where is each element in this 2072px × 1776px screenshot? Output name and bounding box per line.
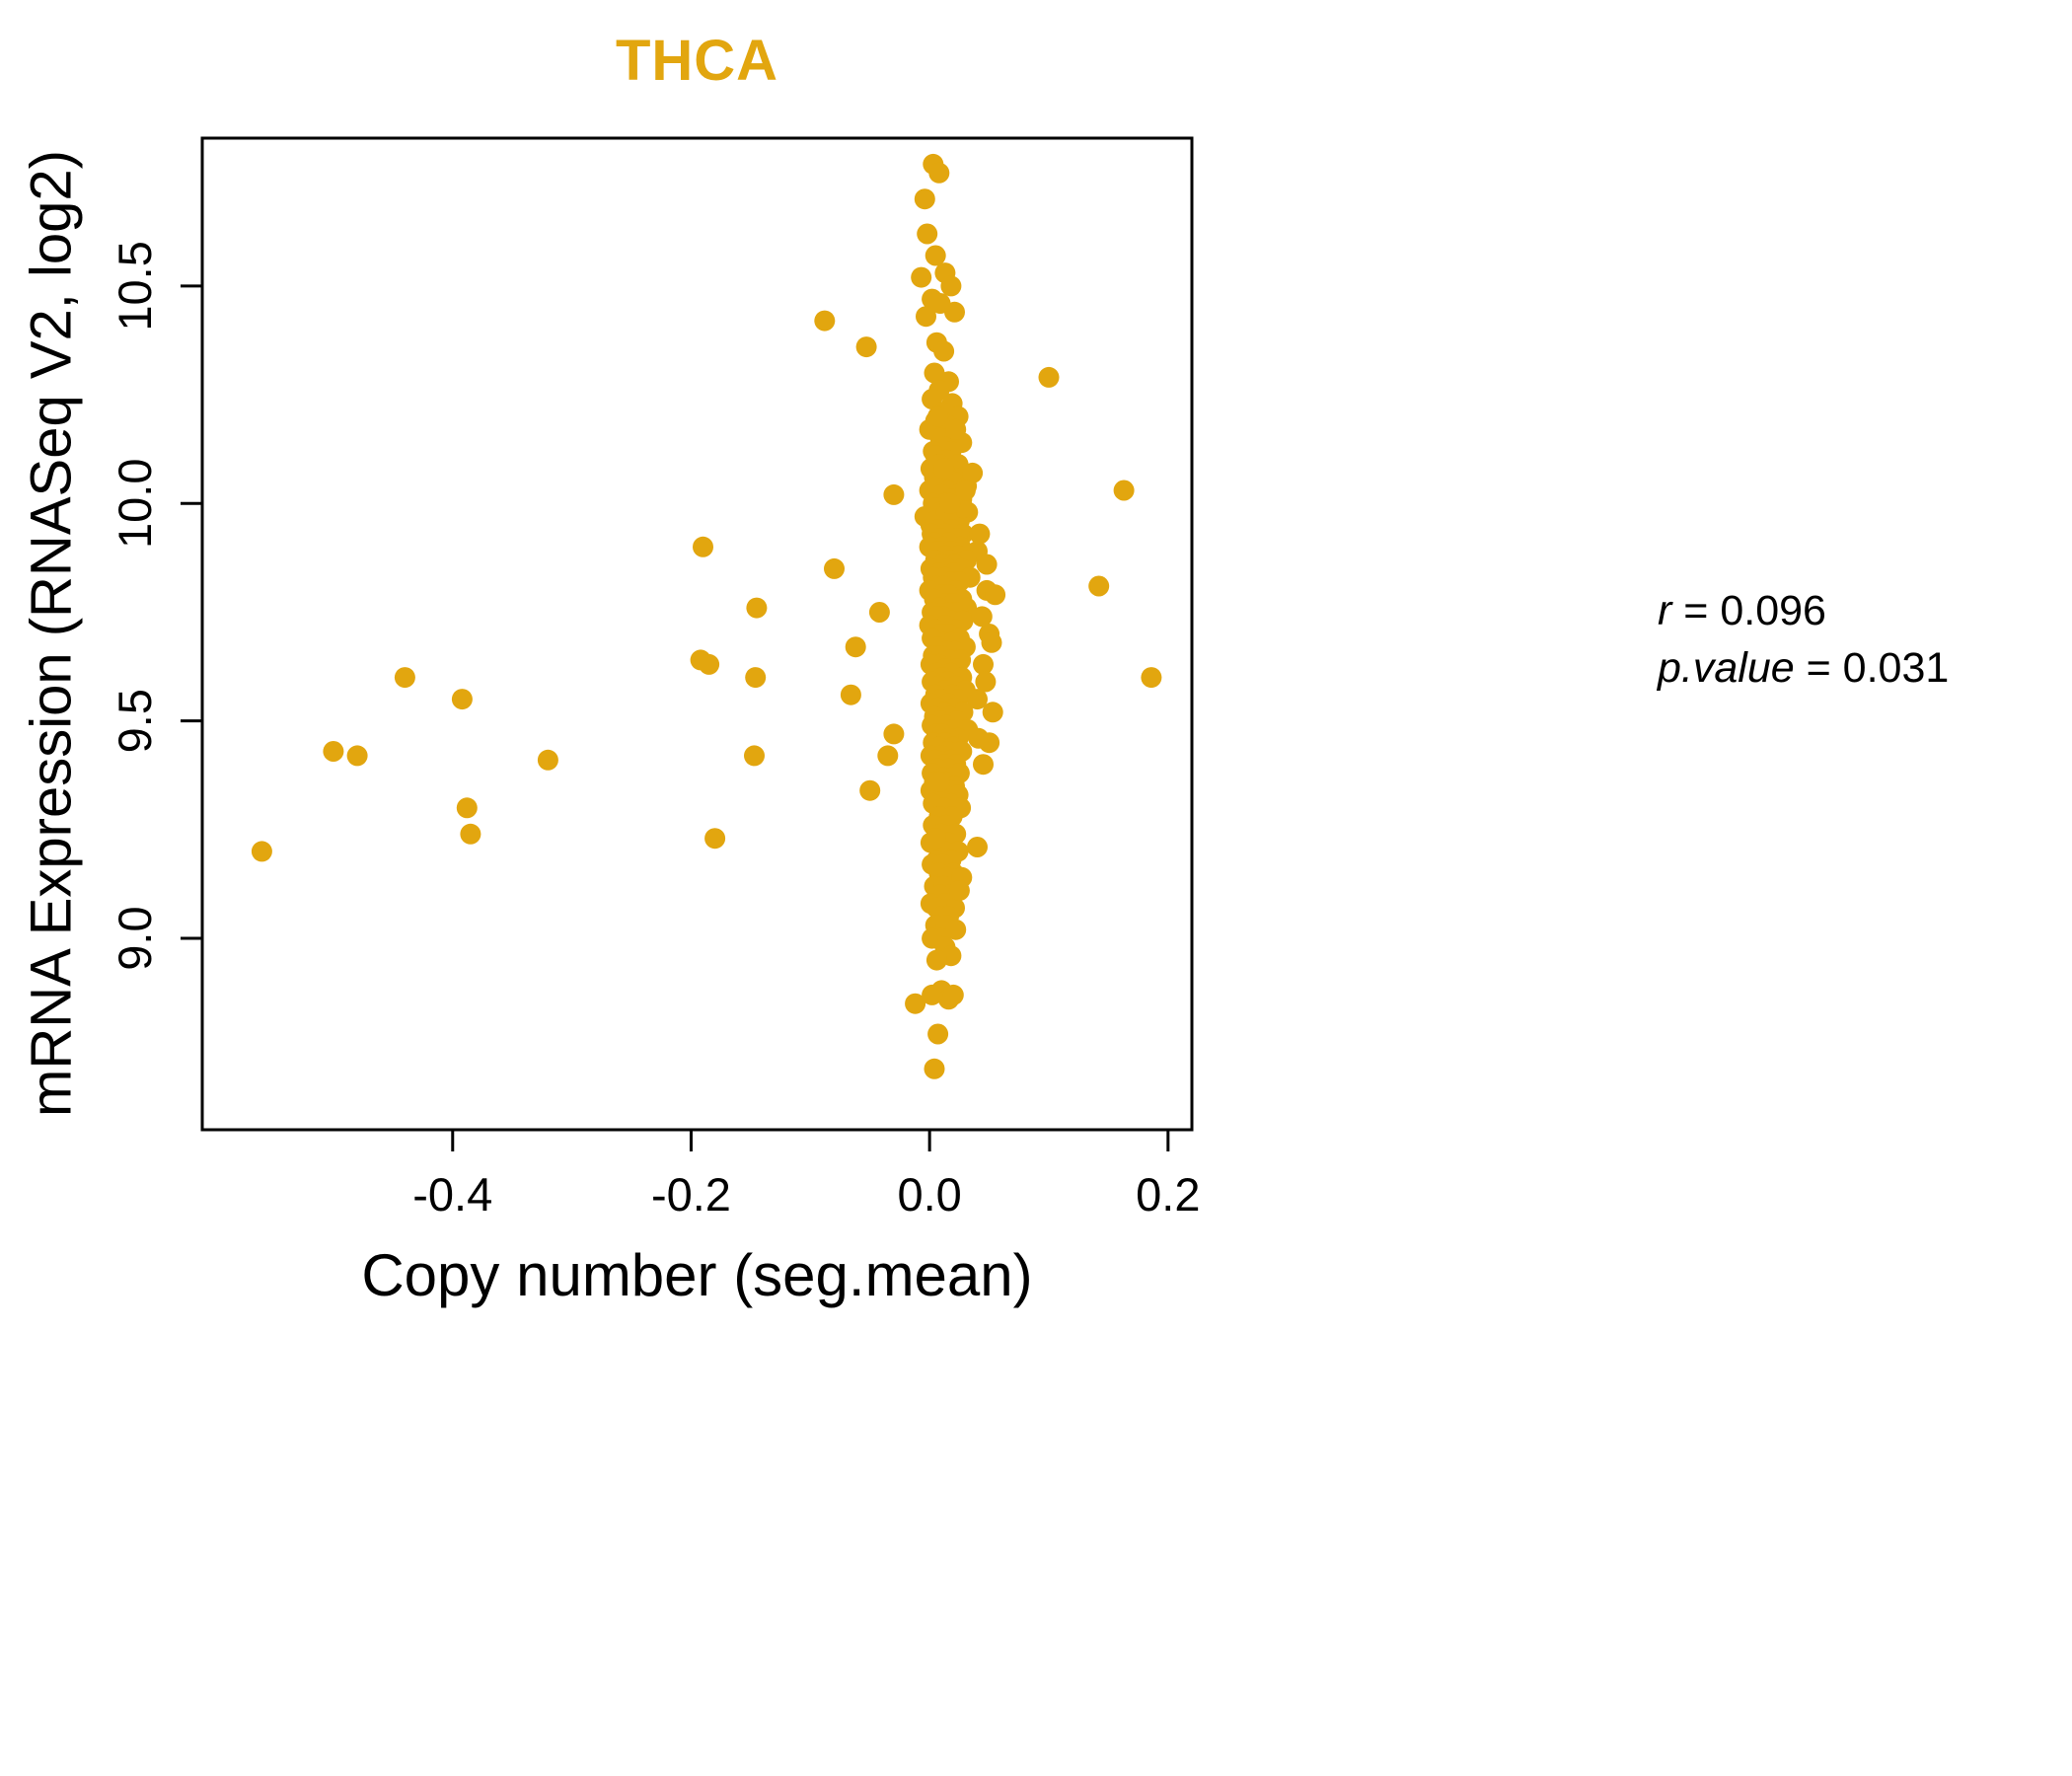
data-point bbox=[971, 606, 993, 628]
data-point bbox=[945, 919, 967, 940]
x-tick-label: -0.4 bbox=[412, 1168, 492, 1221]
y-tick-label: 9.5 bbox=[109, 689, 161, 753]
data-point bbox=[962, 462, 984, 483]
data-point bbox=[845, 636, 866, 658]
data-point bbox=[982, 702, 1003, 723]
data-point bbox=[969, 523, 991, 545]
correlation-annotation: r = 0.096 p.value = 0.031 bbox=[1658, 582, 1949, 697]
data-point bbox=[927, 1023, 949, 1045]
data-point bbox=[948, 880, 970, 902]
x-tick-label: 0.2 bbox=[1136, 1168, 1200, 1221]
data-point bbox=[973, 653, 994, 675]
data-point bbox=[928, 162, 950, 184]
data-point bbox=[914, 188, 935, 210]
data-point bbox=[1088, 575, 1110, 597]
data-point bbox=[744, 745, 765, 767]
p-value: = 0.031 bbox=[1794, 644, 1950, 692]
data-point bbox=[925, 828, 946, 850]
data-point bbox=[911, 266, 932, 288]
data-point bbox=[346, 745, 368, 767]
data-point bbox=[1038, 366, 1060, 388]
data-point bbox=[928, 771, 950, 792]
data-point bbox=[929, 293, 951, 314]
data-point bbox=[927, 406, 949, 427]
data-point bbox=[967, 837, 988, 857]
data-point bbox=[985, 584, 1006, 606]
data-point bbox=[924, 1058, 945, 1079]
plot-box bbox=[200, 136, 1194, 1132]
r-variable: r bbox=[1658, 587, 1672, 634]
data-point bbox=[460, 823, 481, 845]
data-point bbox=[916, 306, 936, 328]
data-point bbox=[537, 749, 558, 771]
data-point bbox=[456, 797, 478, 819]
data-point bbox=[451, 689, 473, 710]
data-point bbox=[859, 779, 881, 801]
data-point bbox=[1141, 667, 1162, 689]
data-point bbox=[883, 483, 905, 505]
x-axis-label: Copy number (seg.mean) bbox=[361, 1242, 1033, 1308]
data-point bbox=[394, 667, 415, 689]
data-point bbox=[973, 754, 994, 776]
data-point bbox=[693, 536, 713, 557]
data-point bbox=[939, 492, 961, 514]
data-point bbox=[840, 684, 861, 705]
data-point bbox=[883, 723, 905, 745]
data-point bbox=[975, 671, 997, 693]
data-point bbox=[925, 949, 947, 971]
data-point bbox=[925, 245, 946, 266]
r-value-line: r = 0.096 bbox=[1658, 582, 1949, 639]
p-value-line: p.value = 0.031 bbox=[1658, 639, 1949, 697]
data-point bbox=[976, 554, 998, 575]
data-point bbox=[954, 480, 976, 501]
data-point bbox=[745, 667, 767, 689]
data-point bbox=[945, 418, 967, 440]
data-point bbox=[877, 745, 899, 767]
r-value: = 0.096 bbox=[1671, 587, 1826, 634]
data-point bbox=[968, 727, 990, 749]
data-point bbox=[868, 602, 890, 623]
y-tick-label: 10.0 bbox=[109, 459, 161, 549]
data-point bbox=[917, 223, 938, 245]
data-point bbox=[940, 275, 962, 297]
data-point bbox=[814, 310, 836, 332]
data-point bbox=[824, 557, 845, 579]
data-point bbox=[704, 828, 726, 850]
data-point bbox=[905, 993, 926, 1014]
x-tick-label: -0.2 bbox=[651, 1168, 731, 1221]
x-tick-label: 0.0 bbox=[897, 1168, 961, 1221]
data-point bbox=[855, 336, 877, 358]
data-point bbox=[967, 689, 988, 710]
plot-title: THCA bbox=[615, 29, 779, 93]
data-point bbox=[981, 631, 1002, 653]
data-point bbox=[746, 597, 768, 619]
data-point bbox=[323, 741, 344, 762]
y-tick-label: 9.0 bbox=[109, 906, 161, 970]
data-point bbox=[942, 984, 964, 1005]
data-point bbox=[933, 340, 955, 362]
data-point bbox=[922, 984, 943, 1005]
data-point bbox=[1113, 480, 1135, 501]
y-tick-label: 10.5 bbox=[109, 241, 161, 331]
data-point bbox=[699, 653, 720, 675]
p-variable: p.value bbox=[1658, 644, 1795, 692]
data-point bbox=[251, 841, 272, 862]
data-point bbox=[933, 458, 955, 480]
